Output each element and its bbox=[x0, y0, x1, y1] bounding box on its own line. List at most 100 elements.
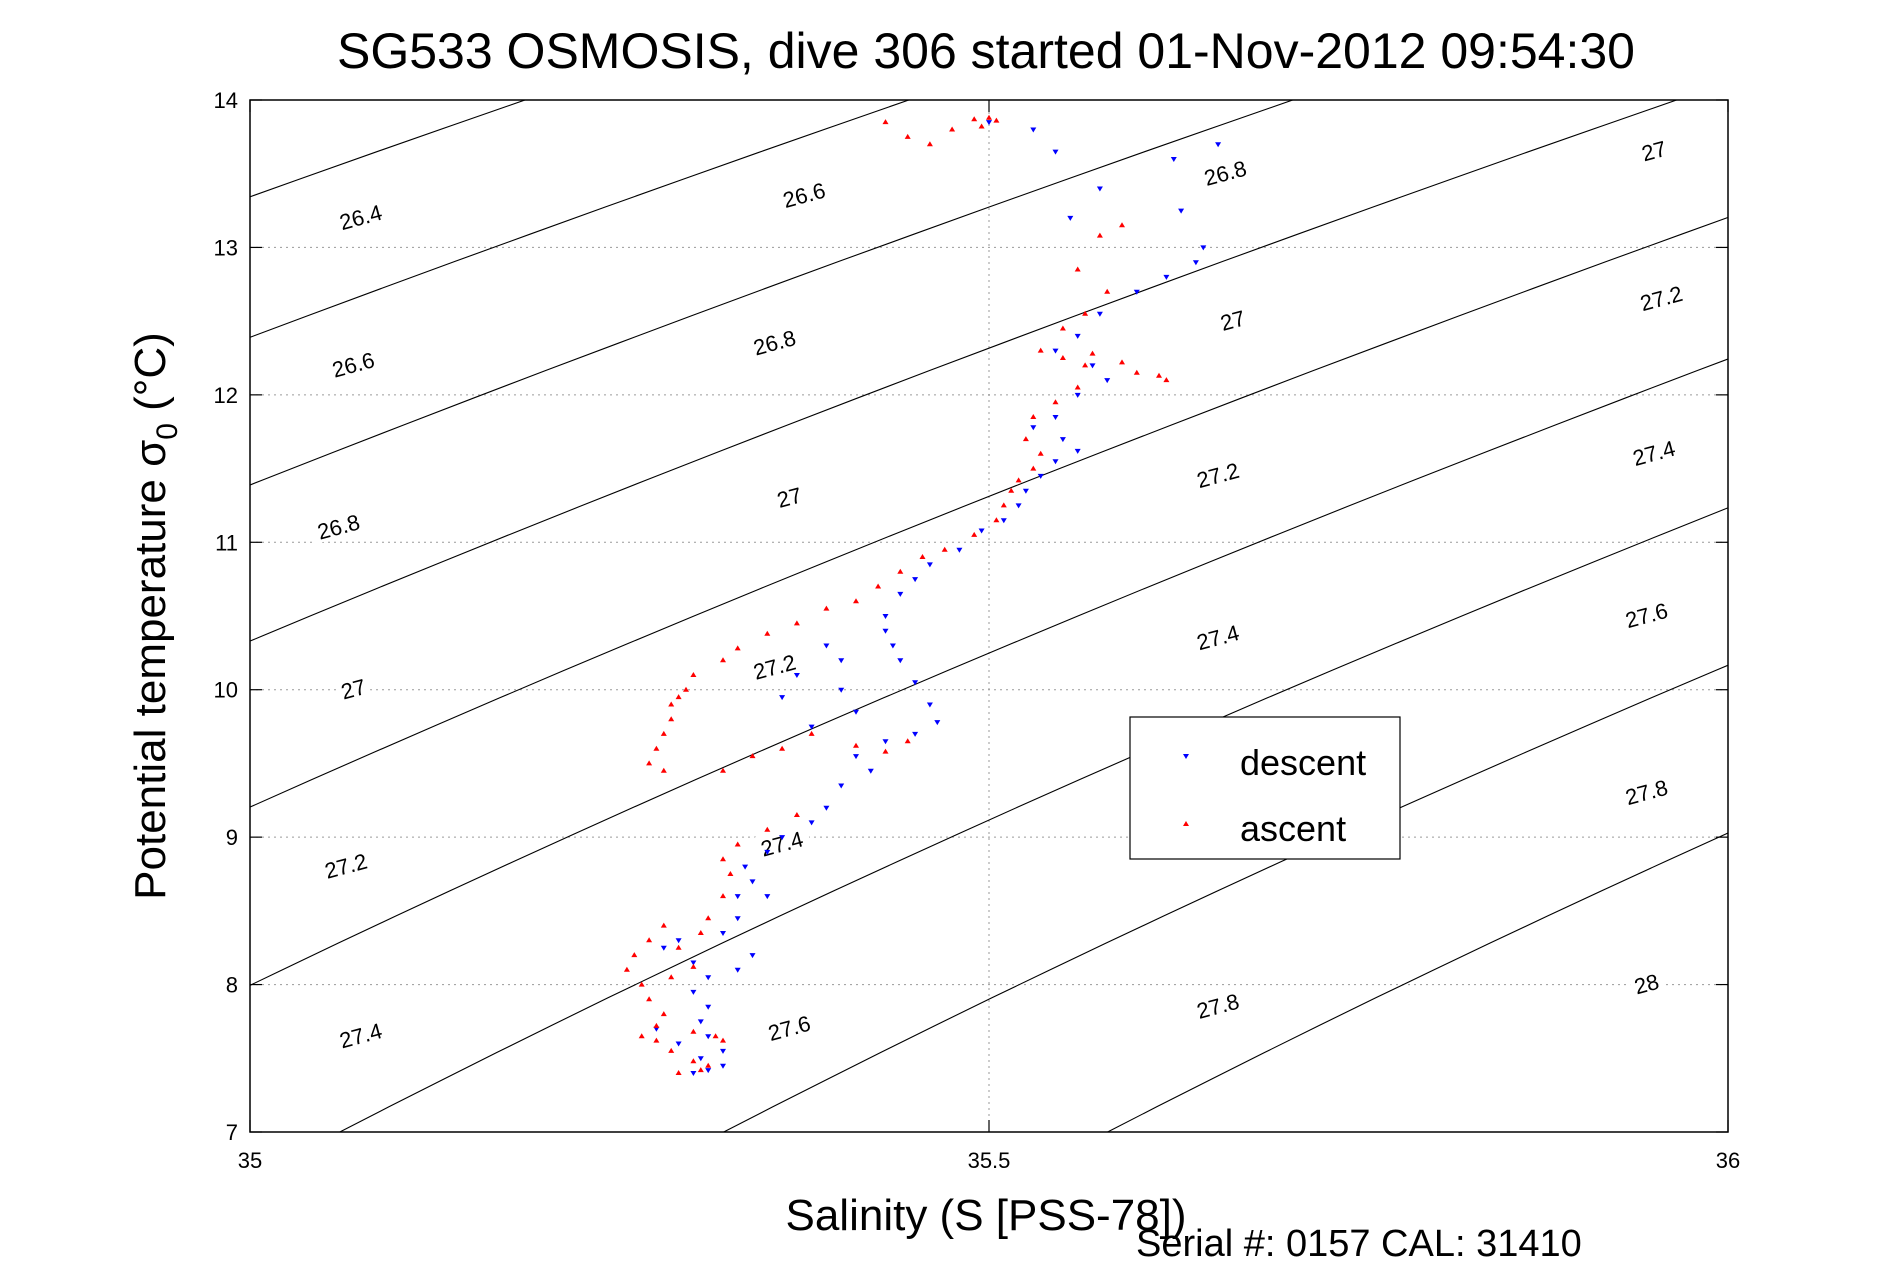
contour-label: 27 bbox=[770, 480, 808, 513]
contour-label: 27.2 bbox=[744, 646, 805, 685]
contour-label-background bbox=[1187, 617, 1248, 656]
ascent-point bbox=[638, 981, 645, 987]
ascent-point bbox=[675, 694, 682, 700]
descent-point bbox=[1030, 127, 1037, 133]
ascent-point bbox=[1022, 436, 1029, 442]
contour-label: 27 bbox=[1213, 303, 1251, 336]
descent-point bbox=[705, 1034, 712, 1040]
descent-point bbox=[1163, 274, 1170, 280]
descent-point bbox=[889, 643, 896, 649]
contour-label: 27.4 bbox=[1623, 433, 1684, 471]
legend-descent-label: descent bbox=[1240, 742, 1366, 783]
ascent-point bbox=[712, 1033, 719, 1039]
y-axis-label-subscript: 0 bbox=[151, 423, 184, 440]
contour-label: 26.6 bbox=[322, 344, 384, 383]
ascent-point bbox=[668, 701, 675, 707]
descent-point bbox=[690, 960, 697, 966]
ascent-point bbox=[1052, 399, 1059, 405]
descent-point bbox=[779, 835, 786, 841]
descent-point bbox=[742, 864, 749, 870]
ascent-point bbox=[823, 605, 830, 611]
ascent-point bbox=[1082, 362, 1089, 368]
ascent-point bbox=[904, 133, 911, 139]
descent-point bbox=[986, 120, 992, 126]
contour-label-text: 26.8 bbox=[751, 325, 799, 360]
descent-point bbox=[956, 547, 963, 553]
ascent-point bbox=[705, 915, 712, 921]
ascent-point bbox=[690, 1028, 697, 1034]
ascent-point bbox=[993, 517, 1000, 523]
contour-label-background bbox=[322, 344, 384, 383]
ascent-point bbox=[675, 1070, 682, 1075]
contour-label-text: 26.8 bbox=[315, 509, 363, 544]
ascent-point bbox=[727, 871, 734, 876]
ascent-point bbox=[986, 114, 992, 120]
descent-point bbox=[1178, 208, 1185, 214]
ascent-point bbox=[779, 745, 786, 751]
descent-point bbox=[690, 1071, 697, 1076]
contour-label-text: 27.2 bbox=[751, 650, 799, 685]
ascent-point bbox=[793, 620, 800, 626]
density-contours: 26.4 26.6 26.8 27 26.6 26.8 27 27.2 26.8 27 27.2 27… bbox=[250, 100, 1728, 1132]
ascent-point bbox=[668, 1047, 675, 1053]
descent-point bbox=[675, 1041, 682, 1047]
descent-point bbox=[1089, 363, 1096, 369]
contour-label: 26.6 bbox=[773, 175, 834, 213]
contour-label-text: 26.4 bbox=[337, 200, 385, 235]
descent-point bbox=[720, 1063, 726, 1069]
contour-label-background bbox=[1194, 152, 1256, 191]
ascent-point bbox=[882, 748, 889, 754]
ascent-point bbox=[646, 760, 653, 766]
contour-label-background bbox=[1213, 303, 1251, 335]
ascent-point bbox=[749, 753, 756, 759]
descent-point bbox=[897, 591, 904, 597]
data-points bbox=[623, 114, 1222, 1076]
density-contour-line bbox=[250, 100, 911, 338]
descent-point bbox=[1037, 473, 1044, 479]
descent-point bbox=[1052, 149, 1059, 155]
contour-label: 27.6 bbox=[758, 1008, 820, 1046]
y-tick-label: 9 bbox=[226, 825, 238, 850]
ascent-point bbox=[1059, 355, 1066, 360]
ascent-point bbox=[697, 1067, 704, 1073]
ascent-point bbox=[978, 123, 985, 129]
ascent-point bbox=[653, 1037, 660, 1043]
ascent-point bbox=[853, 598, 859, 604]
contour-label: 27.2 bbox=[315, 845, 376, 884]
ascent-point bbox=[646, 937, 653, 943]
ascent-point bbox=[720, 1037, 726, 1043]
y-tick-label: 7 bbox=[226, 1120, 238, 1145]
contour-label: 27.4 bbox=[751, 823, 812, 862]
serial-cal-footer: Serial #: 0157 CAL: 31410 bbox=[1136, 1223, 1582, 1262]
ascent-point bbox=[1096, 232, 1103, 238]
descent-point bbox=[978, 528, 985, 534]
contour-label: 27.4 bbox=[1187, 617, 1248, 656]
contour-label-background bbox=[744, 646, 805, 685]
ascent-point bbox=[1008, 487, 1015, 493]
ascent-point bbox=[949, 126, 956, 132]
ascent-point bbox=[1074, 266, 1081, 272]
contour-label-text: 27.4 bbox=[1630, 436, 1678, 471]
legend-ascent-label: ascent bbox=[1240, 808, 1346, 849]
ascent-point bbox=[675, 944, 682, 950]
contour-label-background bbox=[770, 480, 808, 512]
ascent-point bbox=[660, 730, 667, 736]
descent-point bbox=[764, 894, 771, 900]
density-contour-line bbox=[722, 664, 1728, 1132]
descent-point bbox=[808, 724, 815, 730]
descent-point bbox=[912, 680, 919, 686]
contour-label: 26.8 bbox=[744, 322, 805, 360]
descent-point bbox=[934, 720, 941, 726]
contour-label: 26.8 bbox=[1194, 152, 1256, 191]
y-tick-label: 10 bbox=[214, 678, 238, 703]
contour-label-background bbox=[1623, 433, 1684, 471]
contour-label-background bbox=[334, 672, 372, 704]
y-tick-label: 11 bbox=[215, 530, 238, 555]
contour-label: 27.6 bbox=[1616, 595, 1677, 633]
x-tick-label: 36 bbox=[1716, 1148, 1740, 1173]
legend-descent-marker bbox=[1183, 754, 1189, 759]
ascent-point bbox=[853, 742, 859, 748]
descent-point bbox=[882, 628, 889, 634]
descent-point bbox=[1096, 311, 1103, 317]
ascent-point bbox=[1133, 369, 1140, 375]
